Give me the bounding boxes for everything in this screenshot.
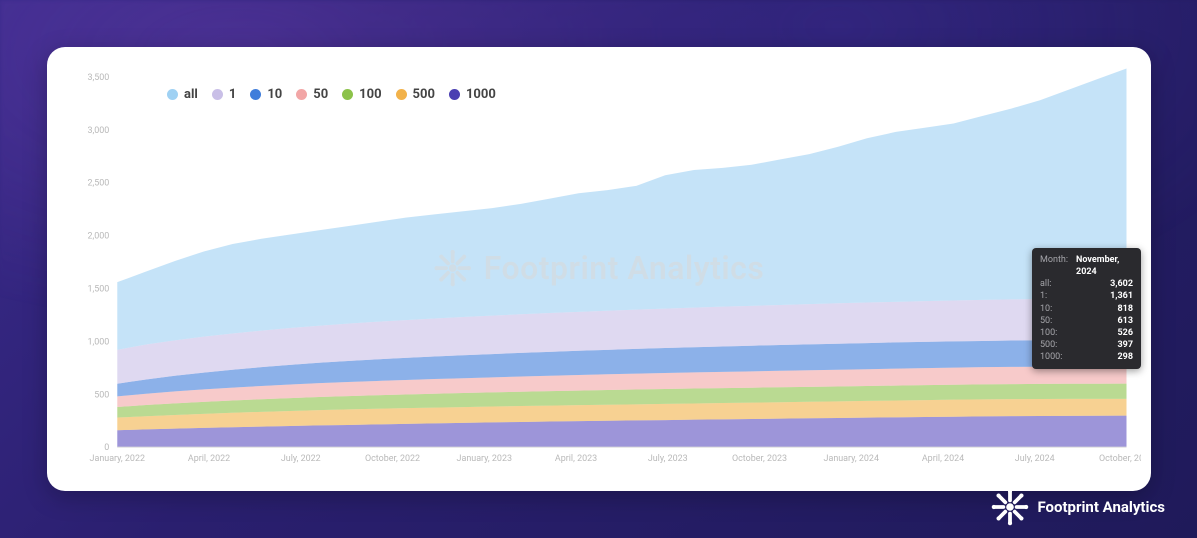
svg-text:July, 2024: July, 2024 [1015,454,1055,464]
legend-item-s50[interactable]: 50 [296,87,328,102]
chart-tooltip: Month:November, 2024all:3,6021:1,36110:8… [1032,248,1141,369]
legend-label: 10 [267,87,282,102]
svg-text:3,000: 3,000 [87,126,109,136]
svg-text:January, 2024: January, 2024 [824,454,879,464]
footer-logo-text: Footprint Analytics [1037,498,1165,516]
legend-dot-icon [449,89,460,100]
legend-item-s500[interactable]: 500 [396,87,435,102]
svg-text:2,000: 2,000 [87,232,109,242]
legend-dot-icon [212,89,223,100]
legend-dot-icon [250,89,261,100]
legend-item-all[interactable]: all [167,87,198,102]
legend-dot-icon [396,89,407,100]
snowflake-icon [991,488,1029,526]
svg-text:January, 2022: January, 2022 [90,454,145,464]
svg-text:April, 2024: April, 2024 [922,454,964,464]
legend-dot-icon [342,89,353,100]
svg-text:3,500: 3,500 [87,73,109,83]
svg-text:1,000: 1,000 [87,337,109,347]
legend-label: 100 [359,87,381,102]
svg-text:July, 2023: July, 2023 [648,454,688,464]
legend-item-s10[interactable]: 10 [250,87,282,102]
legend-label: 1 [229,87,236,102]
legend-dot-icon [167,89,178,100]
footer-logo[interactable]: Footprint Analytics [991,488,1165,526]
legend-label: 500 [413,87,435,102]
svg-text:April, 2022: April, 2022 [188,454,230,464]
svg-text:July, 2022: July, 2022 [281,454,321,464]
legend-item-s100[interactable]: 100 [342,87,381,102]
svg-text:April, 2023: April, 2023 [555,454,597,464]
svg-text:October, 2022: October, 2022 [365,454,420,464]
svg-text:0: 0 [104,443,109,453]
svg-text:1,500: 1,500 [87,284,109,294]
chart-legend: all 1 10 50 100 500 1000 [167,87,496,102]
svg-text:October, 2024: October, 2024 [1099,454,1141,464]
legend-label: 50 [313,87,328,102]
legend-item-s1[interactable]: 1 [212,87,236,102]
svg-text:October, 2023: October, 2023 [732,454,787,464]
legend-label: all [184,87,198,102]
chart-container: 0 500 1,000 1,500 2,000 2,500 3,000 3,500 Janua… [57,59,1141,481]
svg-text:2,500: 2,500 [87,179,109,189]
legend-label: 1000 [466,87,496,102]
svg-text:January, 2023: January, 2023 [457,454,512,464]
legend-item-s1000[interactable]: 1000 [449,87,496,102]
chart-card: 0 500 1,000 1,500 2,000 2,500 3,000 3,500 Janua… [47,47,1151,491]
svg-text:500: 500 [94,390,109,400]
stacked-area-chart[interactable]: 0 500 1,000 1,500 2,000 2,500 3,000 3,500 Janua… [57,59,1141,481]
legend-dot-icon [296,89,307,100]
